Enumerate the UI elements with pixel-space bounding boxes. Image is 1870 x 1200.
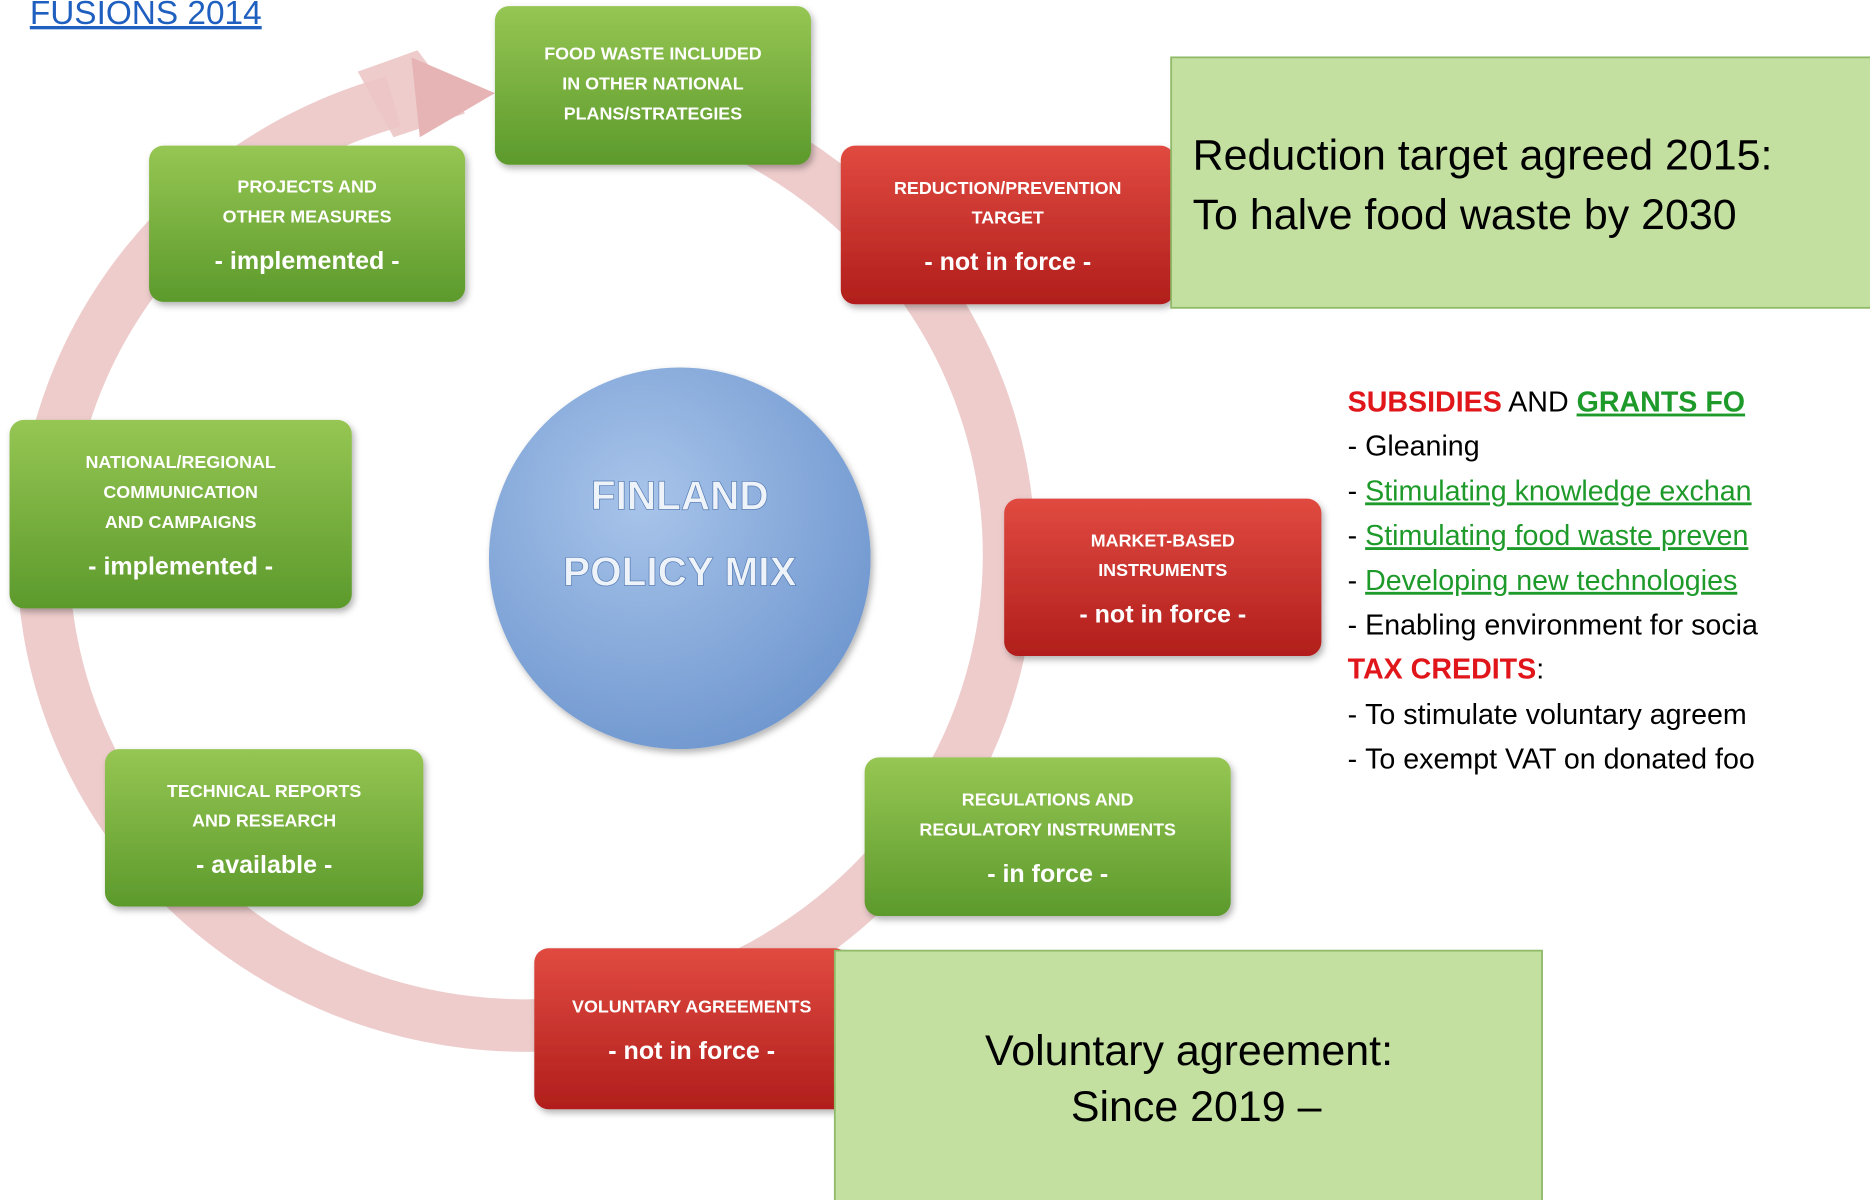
callout-text: Since 2019 – xyxy=(1071,1083,1322,1131)
box-shape xyxy=(494,6,811,165)
policy-boxes: FOOD WASTE INCLUDED IN OTHER NATIONAL PLAN… xyxy=(9,6,1322,1110)
list-dash: - xyxy=(1348,699,1365,731)
policy-box: TECHNICAL REPORTS AND RESEARCH - available… xyxy=(104,749,424,907)
box-status: - not in force - xyxy=(608,1037,775,1065)
list-heading: SUBSIDIES AND GRANTS FO xyxy=(1348,387,1745,419)
list-dash: - xyxy=(1348,520,1365,552)
box-title: NATIONAL/REGIONAL xyxy=(86,452,276,472)
box-shape xyxy=(104,749,424,907)
policy-box: VOLUNTARY AGREEMENTS - not in force - xyxy=(534,948,850,1110)
center-text: POLICY MIX xyxy=(563,549,796,595)
box-shape xyxy=(534,948,850,1110)
list-dash: - xyxy=(1348,475,1365,507)
box-title: FOOD WASTE INCLUDED xyxy=(544,44,762,64)
list-dash: - xyxy=(1348,610,1365,642)
box-status: - available - xyxy=(196,851,332,879)
policy-box: REGULATIONS AND REGULATORY INSTRUMENTS - i… xyxy=(864,757,1231,917)
list-text: Gleaning xyxy=(1365,431,1480,463)
policy-box: REDUCTION/PREVENTION TARGET - not in force… xyxy=(840,145,1175,305)
subsidies-label: SUBSIDIES xyxy=(1348,387,1502,419)
list-item: - To exempt VAT on donated foo xyxy=(1348,744,1755,776)
list-text: To exempt VAT on donated foo xyxy=(1365,744,1755,776)
and-label: AND xyxy=(1502,387,1577,419)
box-title: VOLUNTARY AGREEMENTS xyxy=(572,997,811,1017)
box-title: REGULATIONS AND xyxy=(962,790,1134,810)
callout-text: Voluntary agreement: xyxy=(985,1027,1393,1075)
box-title: AND RESEARCH xyxy=(192,811,336,831)
box-shape xyxy=(149,145,466,302)
list-item: - To stimulate voluntary agreem xyxy=(1348,699,1747,731)
source-link[interactable]: FUSIONS 2014 xyxy=(30,0,262,32)
box-status: - implemented - xyxy=(215,247,400,275)
box-title: OTHER MEASURES xyxy=(223,207,392,227)
callout-text: Reduction target agreed 2015: xyxy=(1193,131,1773,179)
list-text: Enabling environment for socia xyxy=(1365,610,1758,642)
box-title: IN OTHER NATIONAL xyxy=(562,74,743,94)
tax-label: TAX CREDITS xyxy=(1348,654,1537,686)
grants-link[interactable]: GRANTS FO xyxy=(1577,387,1745,419)
box-shape xyxy=(9,419,352,609)
tax-colon: : xyxy=(1536,654,1544,686)
box-title: MARKET-BASED xyxy=(1091,530,1235,550)
box-title: COMMUNICATION xyxy=(103,482,258,502)
box-title: REDUCTION/PREVENTION xyxy=(894,178,1121,198)
list-item: - Enabling environment for socia xyxy=(1348,610,1758,642)
list-item: - Gleaning xyxy=(1348,431,1480,463)
list-item: - Stimulating food waste preven xyxy=(1348,520,1749,552)
policy-box: PROJECTS AND OTHER MEASURES - implemented … xyxy=(149,145,466,302)
box-shape xyxy=(840,145,1175,305)
policy-box: NATIONAL/REGIONAL COMMUNICATION AND CAMPAI… xyxy=(9,419,352,609)
box-status: - not in force - xyxy=(1079,601,1246,629)
center-label: FINLAND POLICY MIX xyxy=(563,472,797,595)
list-link[interactable]: Developing new technologies xyxy=(1365,565,1737,597)
center-text: FINLAND xyxy=(591,472,769,518)
box-title: AND CAMPAIGNS xyxy=(105,512,257,532)
list-dash: - xyxy=(1348,431,1365,463)
box-status: - not in force - xyxy=(924,248,1091,276)
box-title: PLANS/STRATEGIES xyxy=(564,103,743,123)
policy-box: FOOD WASTE INCLUDED IN OTHER NATIONAL PLAN… xyxy=(494,6,811,165)
callout-box xyxy=(833,949,1543,1200)
tax-heading: TAX CREDITS: xyxy=(1348,654,1545,686)
box-title: TECHNICAL REPORTS xyxy=(167,781,361,801)
list-item: - Developing new technologies xyxy=(1348,565,1738,597)
box-status: - in force - xyxy=(987,860,1108,888)
list-link[interactable]: Stimulating knowledge exchan xyxy=(1365,475,1751,507)
box-title: INSTRUMENTS xyxy=(1098,560,1227,580)
list-dash: - xyxy=(1348,565,1365,597)
list-dash: - xyxy=(1348,744,1365,776)
policy-list: - Gleaning- Stimulating knowledge exchan… xyxy=(1348,431,1758,776)
box-status: - implemented - xyxy=(88,552,273,580)
center-circle xyxy=(488,367,871,750)
box-shape xyxy=(1004,498,1322,657)
callout-box xyxy=(1170,56,1870,309)
list-text: To stimulate voluntary agreem xyxy=(1365,699,1747,731)
box-title: REGULATORY INSTRUMENTS xyxy=(919,820,1176,840)
box-shape xyxy=(864,757,1231,917)
callout-text: To halve food waste by 2030 xyxy=(1193,191,1737,239)
policy-box: MARKET-BASED INSTRUMENTS - not in force - xyxy=(1004,498,1322,657)
list-link[interactable]: Stimulating food waste preven xyxy=(1365,520,1748,552)
box-title: TARGET xyxy=(972,208,1044,228)
list-item: - Stimulating knowledge exchan xyxy=(1348,475,1752,507)
ring-arrow-head xyxy=(411,57,495,138)
box-title: PROJECTS AND xyxy=(237,177,376,197)
